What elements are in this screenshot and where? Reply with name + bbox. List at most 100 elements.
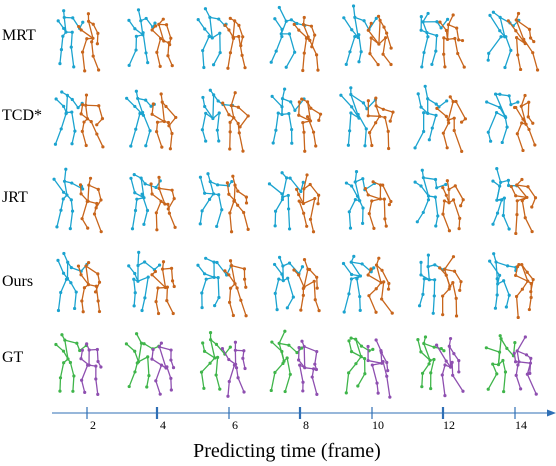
skeleton-joint — [431, 311, 435, 315]
skeleton-bone — [241, 54, 246, 69]
skeleton-joint — [455, 26, 459, 30]
axis-arrow-icon — [547, 409, 556, 417]
skeleton-person-a — [270, 87, 306, 145]
skeleton-bone — [504, 49, 512, 69]
skeleton-bone — [274, 18, 283, 31]
skeleton-joint — [289, 18, 293, 22]
skeleton-bone — [516, 336, 526, 352]
skeleton-bone — [215, 343, 226, 355]
skeleton-bone — [238, 132, 244, 152]
skeleton-joint — [383, 217, 387, 221]
skeleton-joint — [359, 50, 363, 54]
skeleton-joint — [371, 347, 375, 351]
skeleton-joint — [215, 183, 220, 187]
skeleton-bone — [278, 6, 287, 22]
skeleton-joint — [146, 61, 150, 65]
skeleton-joint — [86, 226, 90, 230]
skeleton-bone — [343, 17, 353, 31]
skeleton-bone — [451, 361, 454, 376]
skeleton-joint — [531, 121, 535, 125]
skeleton-joint — [216, 99, 220, 103]
skeleton-bone — [284, 373, 291, 393]
skeleton-joint — [221, 101, 225, 105]
skeleton-joint — [433, 263, 437, 267]
skeleton-bone — [375, 339, 382, 352]
skeleton-joint — [204, 256, 208, 260]
skeleton-bone — [494, 294, 498, 309]
skeleton-bone — [442, 122, 450, 134]
skeleton-bone — [137, 276, 149, 282]
skeleton-joint — [366, 193, 370, 197]
skeleton-joint — [358, 274, 363, 278]
skeleton-joint — [69, 45, 73, 49]
skeleton-bone — [506, 347, 515, 357]
skeleton-joint — [61, 271, 66, 275]
skeleton-bone — [270, 371, 276, 392]
skeleton-joint — [133, 27, 137, 31]
skeleton-joint — [523, 93, 527, 98]
skeleton-joint — [500, 198, 504, 202]
skeleton-joint — [426, 253, 430, 257]
skeleton-joint — [444, 182, 448, 187]
skeleton-joint — [506, 183, 511, 188]
skeleton-joint — [427, 362, 431, 366]
skeleton-bone — [435, 344, 447, 362]
skeleton-joint — [386, 369, 390, 373]
skeleton-joint — [369, 21, 373, 25]
skeleton-bone — [414, 130, 425, 149]
skeleton-joint — [295, 21, 299, 26]
skeleton-joint — [64, 112, 68, 116]
skeleton-joint — [244, 285, 248, 289]
skeleton-joint — [486, 130, 490, 134]
skeleton-bone — [448, 345, 452, 368]
skeleton-joint — [200, 209, 204, 213]
skeleton-bone — [517, 54, 522, 71]
skeleton-joint — [223, 23, 227, 27]
skeleton-joint — [497, 350, 502, 354]
skeleton-joint — [89, 120, 93, 124]
skeleton-bone — [516, 133, 524, 152]
skeleton-bone — [501, 126, 508, 144]
skeleton-joint — [535, 68, 540, 72]
skeleton-bone — [456, 27, 460, 41]
skeleton-joint — [439, 26, 443, 30]
skeleton-person-b — [297, 97, 323, 153]
skeleton-bone — [204, 8, 211, 19]
skeleton-bone — [386, 375, 391, 398]
skeleton-bone — [70, 31, 73, 48]
skeleton-joint — [387, 203, 391, 207]
skeleton-bone — [439, 21, 448, 32]
skeleton-joint — [526, 185, 530, 189]
skeleton-joint — [514, 294, 519, 299]
skeleton-joint — [99, 198, 103, 202]
skeleton-joint — [382, 25, 386, 29]
skeleton-joint — [170, 188, 174, 192]
skeleton-joint — [300, 97, 304, 101]
skeleton-joint — [228, 286, 233, 290]
skeleton-joint — [514, 231, 518, 236]
skeleton-joint — [240, 53, 244, 57]
skeleton-bone — [134, 198, 138, 212]
skeleton-joint — [366, 273, 370, 277]
skeleton-joint — [367, 294, 371, 298]
skeleton-joint — [419, 28, 423, 32]
skeleton-joint — [72, 374, 76, 378]
skeleton-joint — [133, 104, 137, 109]
skeleton-joint — [97, 309, 102, 314]
skeleton-joint — [277, 5, 281, 10]
skeleton-joint — [244, 195, 248, 199]
skeleton-bone — [515, 37, 526, 45]
skeleton-joint — [302, 344, 306, 349]
skeleton-joint — [80, 378, 84, 382]
skeleton-joint — [283, 329, 287, 333]
skeleton-bone — [80, 274, 90, 286]
skeleton-joint — [315, 392, 319, 396]
skeleton-joint — [229, 263, 234, 268]
skeleton-joint — [426, 194, 431, 198]
skeleton-person-a — [56, 251, 89, 313]
skeleton-joint — [208, 88, 212, 92]
skeleton-person-a — [419, 11, 450, 69]
skeleton-joint — [349, 86, 353, 90]
skeleton-bone — [199, 210, 203, 225]
skeleton-bone — [229, 200, 235, 214]
